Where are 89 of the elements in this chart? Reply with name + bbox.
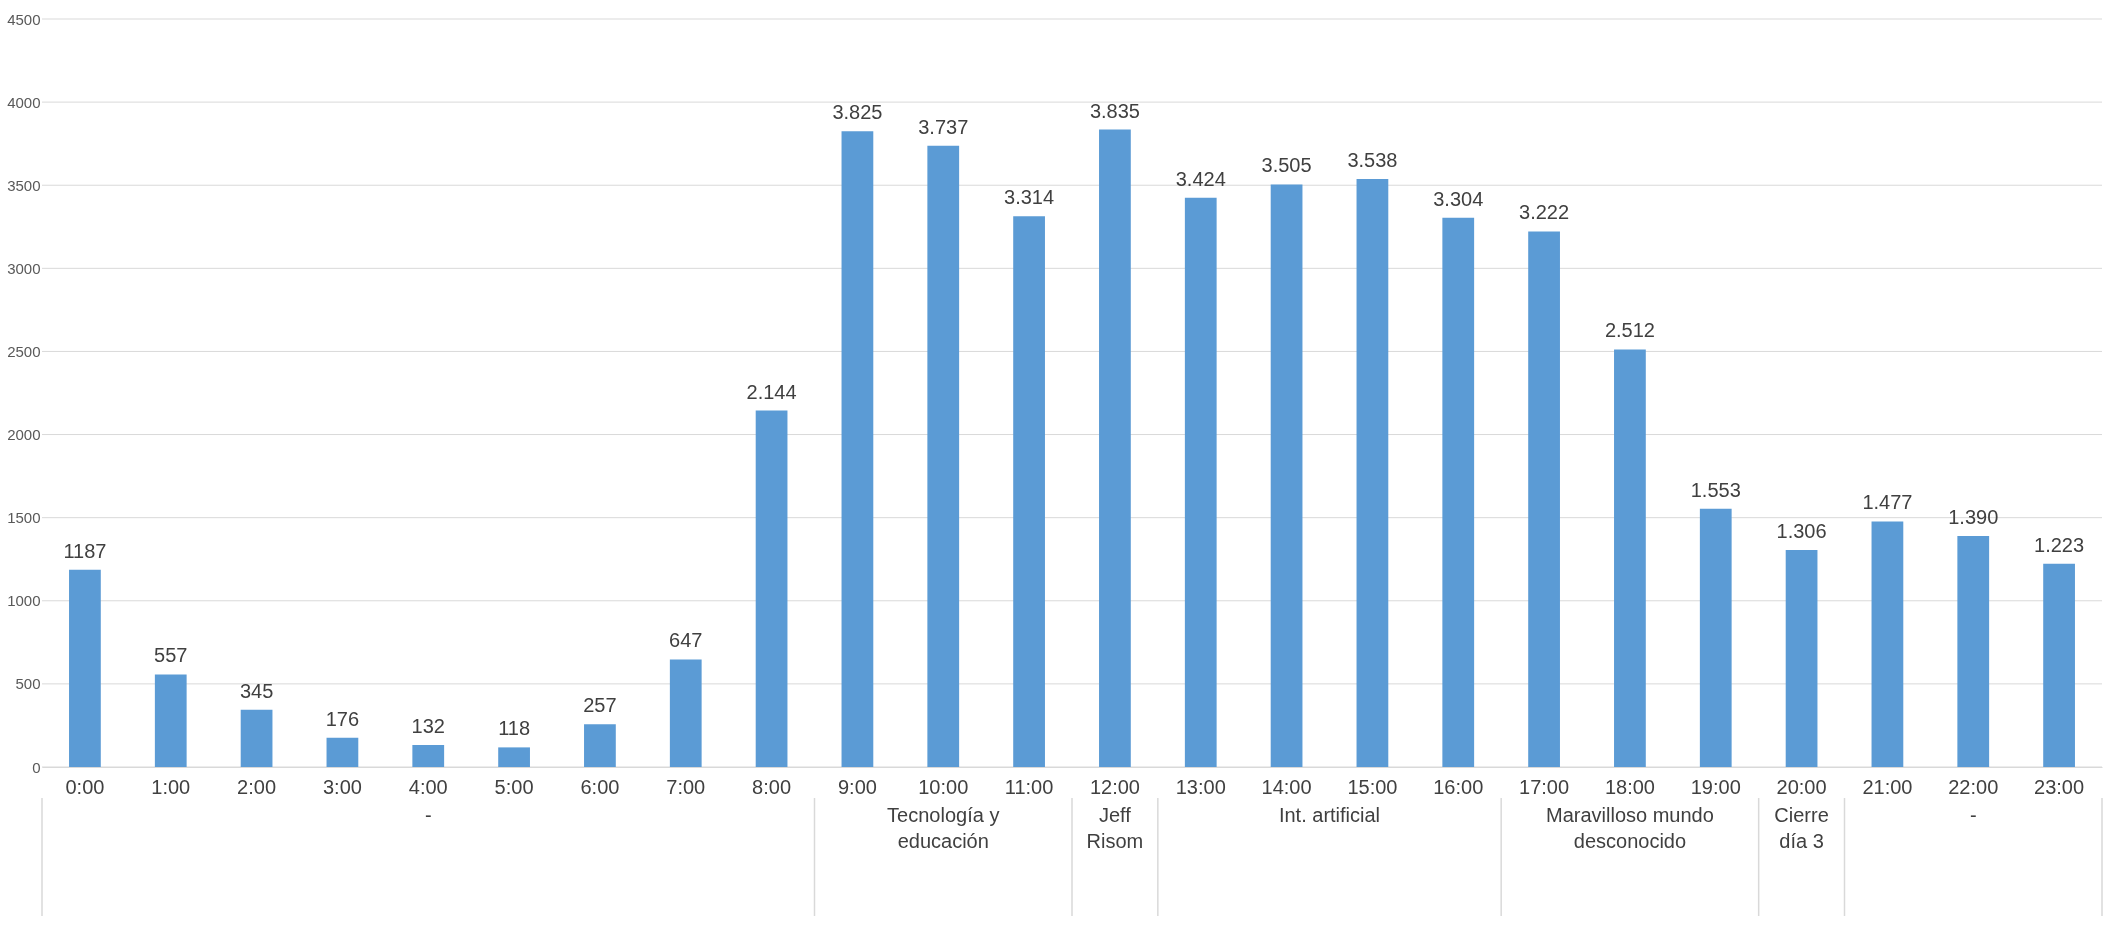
data-label: 1.477: [1862, 491, 1913, 514]
x-tick-label: 18:00: [1604, 775, 1655, 798]
data-label: 257: [583, 694, 617, 717]
data-label: 3.737: [918, 115, 969, 138]
data-label: 3.538: [1347, 148, 1398, 171]
x-tick-label: 12:00: [1089, 775, 1140, 798]
x-tick-label: 5:00: [494, 775, 534, 798]
x-tick-label: 16:00: [1433, 775, 1484, 798]
data-label: 3.222: [1519, 201, 1570, 224]
band-label: Jeff Risom: [1086, 804, 1144, 852]
data-label: 118: [498, 717, 531, 740]
y-tick-label: 0: [32, 758, 41, 776]
x-tick-label: 14:00: [1261, 775, 1312, 798]
data-label: 2.512: [1604, 319, 1655, 342]
band-label: Tecnología y educación: [887, 804, 1000, 852]
y-tick-label: 3000: [7, 259, 41, 277]
bar: [1699, 508, 1732, 767]
y-tick-label: 2000: [7, 426, 41, 444]
bar: [584, 724, 616, 767]
data-label: 1187: [63, 539, 107, 562]
x-tick-label: 13:00: [1175, 775, 1226, 798]
x-tick-label: 19:00: [1690, 775, 1741, 798]
x-tick-label: 23:00: [2034, 775, 2085, 798]
bar: [927, 145, 960, 767]
y-tick-label: 4000: [7, 93, 41, 111]
x-tick-label: 17:00: [1519, 775, 1570, 798]
data-label: 557: [154, 644, 188, 667]
x-tick-label: 9:00: [837, 775, 877, 798]
bar: [669, 659, 702, 767]
data-label: 1.390: [1948, 505, 1999, 528]
bar: [1785, 549, 1818, 767]
data-label: 345: [239, 679, 274, 702]
y-tick-label: 1000: [7, 592, 41, 610]
data-label: 132: [411, 715, 445, 738]
band-label: Maravilloso mundo desconocido: [1545, 804, 1714, 852]
x-tick-label: 3:00: [322, 775, 362, 798]
data-label: 3.835: [1089, 99, 1140, 122]
bar: [841, 131, 874, 767]
x-tick-label: 6:00: [580, 775, 620, 798]
x-tick-label: 11:00: [1004, 775, 1054, 798]
bar: [1442, 217, 1475, 767]
y-tick-label: 1500: [7, 509, 41, 527]
bar: [69, 569, 101, 767]
bar: [1614, 349, 1646, 767]
x-tick-label: 1:00: [151, 775, 191, 798]
x-tick-label: 4:00: [408, 775, 448, 798]
bar: [755, 410, 788, 767]
y-tick-label: 3500: [7, 176, 41, 194]
data-label: 3.825: [832, 101, 883, 124]
x-tick-label: 22:00: [1948, 775, 1999, 798]
x-tick-label: 7:00: [666, 775, 706, 798]
y-tick-label: 4500: [7, 10, 41, 28]
bar: [1099, 129, 1131, 767]
bar: [412, 745, 445, 767]
bar: [154, 674, 187, 767]
bar: [1184, 197, 1217, 767]
data-label: 3.304: [1433, 187, 1484, 210]
data-label: 3.314: [1004, 186, 1055, 209]
bar: [1871, 521, 1904, 767]
bar: [1356, 178, 1389, 767]
data-label: 647: [669, 629, 703, 652]
band-label: Int. artificial: [1278, 804, 1381, 826]
bar: [2043, 563, 2075, 767]
data-label: 3.505: [1261, 154, 1312, 177]
bar: [1957, 535, 1990, 767]
band-label: Cierre día 3: [1774, 804, 1829, 852]
bar: [1013, 216, 1045, 767]
data-label: 1.223: [2034, 533, 2085, 556]
band-label: -: [424, 804, 432, 826]
bar: [498, 747, 530, 767]
data-label: 1.553: [1690, 478, 1741, 501]
x-tick-label: 2:00: [237, 775, 277, 798]
x-tick-label: 0:00: [65, 775, 105, 798]
band-label: -: [1969, 804, 1977, 826]
bar: [1528, 231, 1560, 767]
x-tick-label: 8:00: [752, 775, 792, 798]
x-tick-label: 10:00: [918, 775, 969, 798]
y-tick-label: 2500: [7, 342, 41, 360]
x-tick-label: 21:00: [1862, 775, 1913, 798]
x-tick-label: 20:00: [1776, 775, 1827, 798]
bar: [240, 709, 273, 767]
data-label: 2.144: [746, 380, 797, 403]
bar: [326, 737, 359, 767]
data-label: 176: [325, 707, 360, 730]
data-label: 1.306: [1776, 519, 1827, 542]
data-label: 3.424: [1175, 167, 1226, 190]
bar: [1270, 184, 1303, 767]
x-tick-label: 15:00: [1347, 775, 1398, 798]
y-tick-label: 500: [15, 675, 41, 693]
